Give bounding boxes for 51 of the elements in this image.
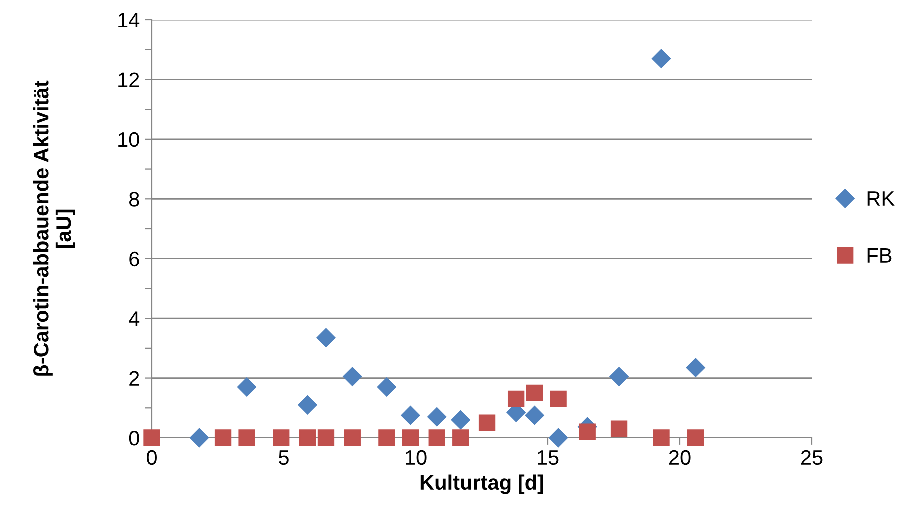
point (508, 390, 525, 408)
point (377, 378, 396, 397)
point (299, 430, 316, 446)
y-tick-label: 12 (118, 72, 140, 88)
point (686, 358, 706, 378)
point (344, 430, 361, 446)
point (549, 428, 568, 448)
x-axis-title: Kulturtag [d] (420, 474, 544, 494)
x-tick-label: 25 (801, 450, 823, 466)
x-tick-label: 10 (406, 450, 427, 466)
point (653, 430, 670, 446)
y-tick-label: 0 (129, 431, 140, 446)
point (402, 430, 420, 446)
x-tick-label: 0 (147, 450, 157, 466)
y-tick-label: 6 (130, 252, 140, 267)
point (526, 384, 544, 402)
point (428, 408, 447, 427)
point (378, 430, 396, 446)
point (144, 430, 160, 446)
point (214, 430, 232, 446)
y-tick-label: 8 (130, 192, 140, 207)
point (525, 406, 544, 426)
point (238, 378, 257, 397)
point (652, 49, 672, 68)
legend-label: FB (868, 248, 892, 263)
point (478, 414, 496, 432)
x-tick-label: 5 (279, 450, 289, 466)
y-tick-label: 10 (118, 132, 140, 148)
point (318, 430, 335, 446)
point (451, 410, 470, 430)
point (688, 430, 704, 446)
y-axis-title: β-Carotin-abbauende Aktivität [aU] (33, 80, 76, 376)
point (610, 420, 628, 438)
legend-label: RK (868, 192, 895, 206)
y-tick-label: 14 (118, 13, 140, 28)
point (190, 428, 210, 448)
x-tick-label: 15 (538, 450, 559, 466)
point (298, 396, 318, 415)
point (579, 424, 596, 440)
point (273, 430, 290, 446)
point (428, 430, 446, 446)
point (452, 430, 470, 446)
point (610, 367, 629, 386)
point (238, 430, 256, 446)
y-tick-label: 2 (130, 371, 140, 386)
point (401, 406, 420, 426)
point (343, 367, 362, 386)
x-tick-label: 20 (669, 450, 691, 466)
point (316, 328, 336, 348)
point (550, 390, 567, 408)
y-tick-label: 4 (129, 312, 140, 326)
